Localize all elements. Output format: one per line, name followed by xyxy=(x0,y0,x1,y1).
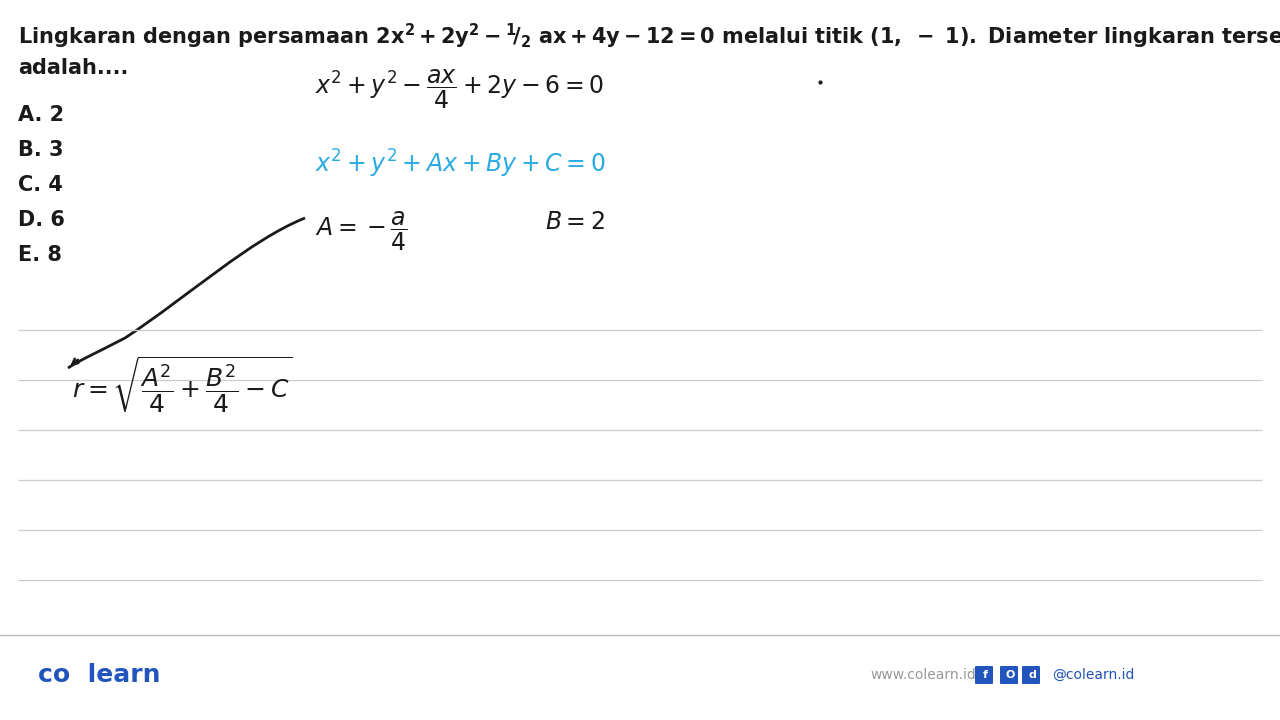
Text: www.colearn.id: www.colearn.id xyxy=(870,668,975,682)
Text: $x^2 + y^2 - \dfrac{ax}{4} + 2y - 6 = 0$: $x^2 + y^2 - \dfrac{ax}{4} + 2y - 6 = 0$ xyxy=(315,68,604,112)
Text: Lingkaran dengan persamaan $\mathbf{2x^2 + 2y^2 - {}^1\!/_{2}\ ax + 4y - 12 = 0}: Lingkaran dengan persamaan $\mathbf{2x^2… xyxy=(18,22,1280,51)
Text: f: f xyxy=(983,670,987,680)
Text: A. 2: A. 2 xyxy=(18,105,64,125)
Text: C. 4: C. 4 xyxy=(18,175,63,195)
Text: $r = \sqrt{\dfrac{A^2}{4} + \dfrac{B^2}{4} - C}$: $r = \sqrt{\dfrac{A^2}{4} + \dfrac{B^2}{… xyxy=(72,355,293,416)
Text: $x^2 + y^2 + Ax + By + C = 0$: $x^2 + y^2 + Ax + By + C = 0$ xyxy=(315,148,605,180)
FancyBboxPatch shape xyxy=(1021,666,1039,684)
Text: D. 6: D. 6 xyxy=(18,210,65,230)
Text: co  learn: co learn xyxy=(38,663,160,687)
Text: @colearn.id: @colearn.id xyxy=(1052,668,1134,682)
Text: B. 3: B. 3 xyxy=(18,140,64,160)
Text: O: O xyxy=(1005,670,1015,680)
Text: E. 8: E. 8 xyxy=(18,245,61,265)
FancyBboxPatch shape xyxy=(1000,666,1018,684)
Text: adalah....: adalah.... xyxy=(18,58,128,78)
Text: $A = -\dfrac{a}{4}$: $A = -\dfrac{a}{4}$ xyxy=(315,210,407,253)
Text: d: d xyxy=(1028,670,1036,680)
Text: $B = 2$: $B = 2$ xyxy=(545,210,605,234)
FancyBboxPatch shape xyxy=(975,666,993,684)
